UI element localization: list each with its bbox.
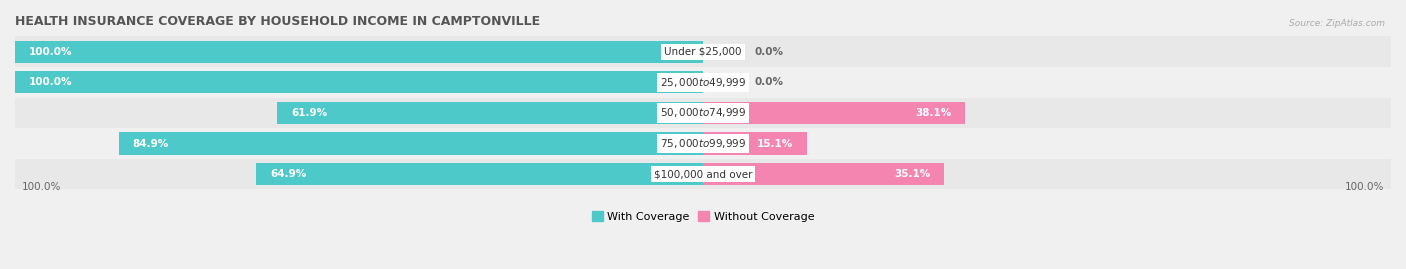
Text: 61.9%: 61.9% [291, 108, 328, 118]
Text: 100.0%: 100.0% [1344, 182, 1384, 192]
Text: $75,000 to $99,999: $75,000 to $99,999 [659, 137, 747, 150]
Text: 64.9%: 64.9% [270, 169, 307, 179]
Text: $25,000 to $49,999: $25,000 to $49,999 [659, 76, 747, 89]
Text: $100,000 and over: $100,000 and over [654, 169, 752, 179]
Text: $50,000 to $74,999: $50,000 to $74,999 [659, 107, 747, 119]
Text: 100.0%: 100.0% [22, 182, 62, 192]
Text: 15.1%: 15.1% [756, 139, 793, 148]
Text: 0.0%: 0.0% [755, 77, 783, 87]
Bar [703, 163, 945, 185]
Bar [15, 71, 703, 93]
Bar [120, 133, 703, 154]
Text: 100.0%: 100.0% [28, 77, 72, 87]
Text: 38.1%: 38.1% [915, 108, 952, 118]
Text: 84.9%: 84.9% [132, 139, 169, 148]
Text: Source: ZipAtlas.com: Source: ZipAtlas.com [1289, 19, 1385, 28]
Bar [15, 159, 1391, 189]
Bar [15, 67, 1391, 98]
Bar [256, 163, 703, 185]
Bar [703, 133, 807, 154]
Bar [703, 102, 965, 124]
Text: 35.1%: 35.1% [894, 169, 931, 179]
Legend: With Coverage, Without Coverage: With Coverage, Without Coverage [592, 211, 814, 222]
Text: Under $25,000: Under $25,000 [664, 47, 742, 57]
Text: 100.0%: 100.0% [28, 47, 72, 57]
Bar [15, 36, 1391, 67]
Text: HEALTH INSURANCE COVERAGE BY HOUSEHOLD INCOME IN CAMPTONVILLE: HEALTH INSURANCE COVERAGE BY HOUSEHOLD I… [15, 15, 540, 28]
Bar [15, 128, 1391, 159]
Bar [277, 102, 703, 124]
Bar [15, 41, 703, 63]
Bar [15, 98, 1391, 128]
Text: 0.0%: 0.0% [755, 47, 783, 57]
